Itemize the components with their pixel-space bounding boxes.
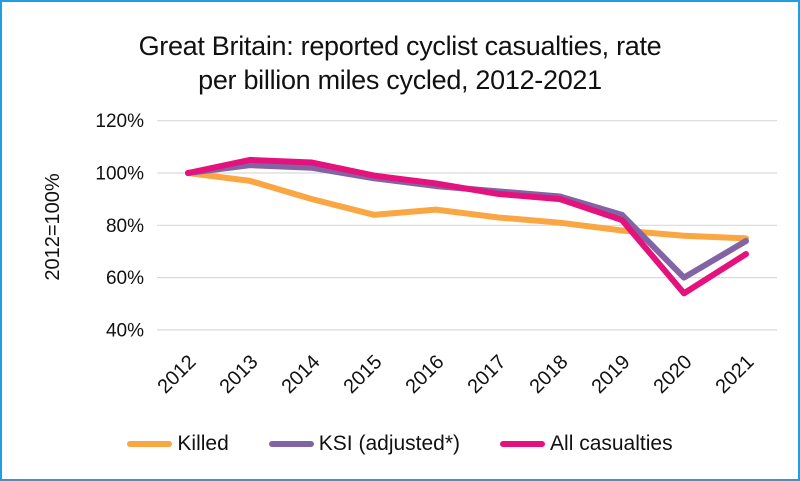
legend-item-ksi-adjusted: KSI (adjusted*) [268,432,461,456]
legend-item-all-casualties: All casualties [500,432,673,456]
x-tick-label-2013: 2013 [216,351,263,398]
legend-line-swatch-killed [127,441,173,447]
legend-label-killed: Killed [177,432,229,455]
chart-title-line2: per billion miles cycled, 2012-2021 [198,65,602,96]
chart-title: Great Britain: reported cyclist casualti… [2,29,798,97]
x-tick-label-2014: 2014 [278,351,325,398]
x-tick-label-2021: 2021 [712,351,759,398]
x-tick-label-2020: 2020 [650,351,697,398]
y-tick-label-40: 40% [106,320,144,341]
series-line-all-casualties [185,156,749,297]
series-line-killed [185,170,749,242]
x-tick-label-2018: 2018 [526,351,573,398]
x-tick-label-2012: 2012 [154,351,201,398]
x-tick-label-2016: 2016 [402,351,449,398]
legend-line-swatch-all-casualties [500,441,546,447]
y-tick-label-80: 80% [106,216,144,237]
legend-line-swatch-ksi-adjusted [268,441,314,447]
chart-title-line1: Great Britain: reported cyclist casualti… [138,31,662,61]
x-tick-label-2019: 2019 [588,351,635,398]
x-tick-label-2015: 2015 [340,351,387,398]
legend-item-killed: Killed [127,432,229,456]
x-tick-label-2017: 2017 [464,351,511,398]
y-tick-label-60: 60% [106,268,144,289]
legend-label-all-casualties: All casualties [550,432,673,455]
series-line-ksi-adjusted [185,162,749,281]
legend: Killed KSI (adjusted*) All casualties [2,432,798,456]
y-tick-label-120: 120% [95,111,144,132]
y-tick-label-100: 100% [95,164,144,185]
legend-label-ksi-adjusted: KSI (adjusted*) [318,432,461,455]
